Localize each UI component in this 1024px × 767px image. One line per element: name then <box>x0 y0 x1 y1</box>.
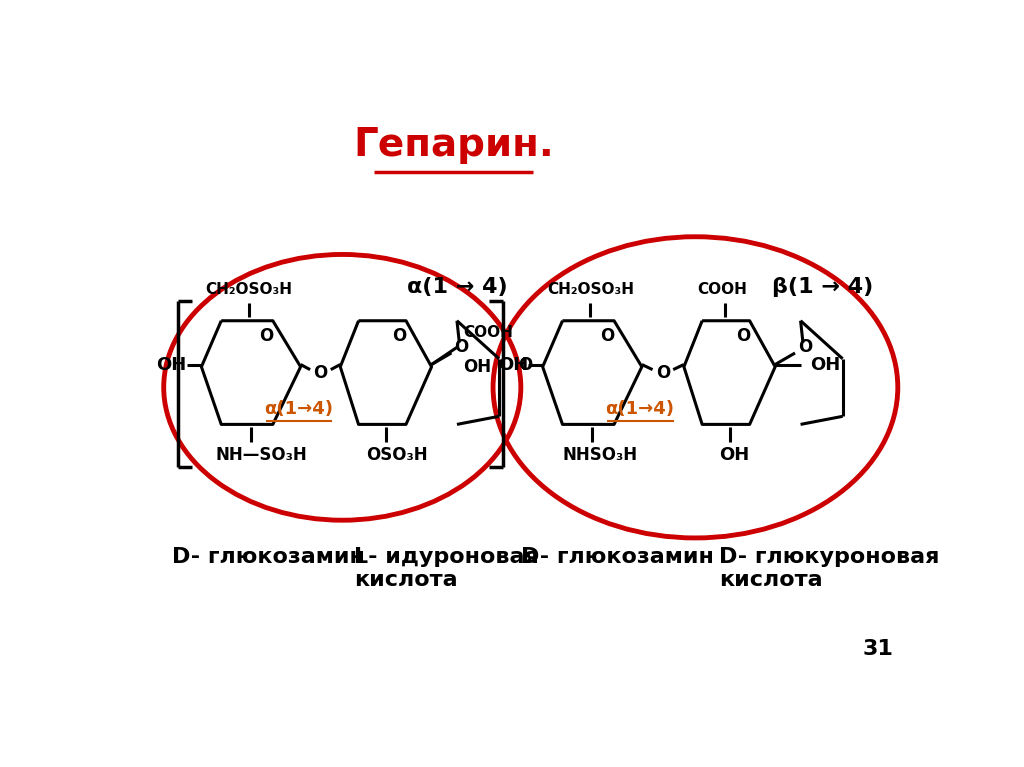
Text: Гепарин.: Гепарин. <box>353 127 554 164</box>
Text: OH: OH <box>464 358 492 376</box>
Text: OH: OH <box>719 446 750 465</box>
Text: COOH: COOH <box>697 282 748 297</box>
Text: O: O <box>600 327 614 344</box>
Text: O: O <box>518 356 531 374</box>
Text: O: O <box>313 364 328 381</box>
Text: COOH: COOH <box>464 324 513 340</box>
Text: NHSO₃H: NHSO₃H <box>562 446 638 465</box>
Text: D- глюкуроновая
кислота: D- глюкуроновая кислота <box>719 547 940 590</box>
Text: α(1 → 4): α(1 → 4) <box>407 277 508 297</box>
Text: 31: 31 <box>863 639 894 659</box>
Text: O: O <box>259 327 273 344</box>
Text: NH—SO₃H: NH—SO₃H <box>215 446 307 465</box>
Text: O: O <box>655 364 670 381</box>
Text: CH₂OSO₃H: CH₂OSO₃H <box>547 282 634 297</box>
Text: D- глюкозамин: D- глюкозамин <box>521 547 714 567</box>
Text: L- идуроновая
кислота: L- идуроновая кислота <box>354 547 539 590</box>
Text: O: O <box>736 327 751 344</box>
Text: OH: OH <box>498 356 528 374</box>
Text: OH: OH <box>810 356 840 374</box>
Text: D- глюкозамин: D- глюкозамин <box>172 547 365 567</box>
Text: O: O <box>392 327 407 344</box>
Text: CH₂OSO₃H: CH₂OSO₃H <box>206 282 293 297</box>
Text: OH: OH <box>157 356 186 374</box>
Text: OSO₃H: OSO₃H <box>366 446 428 465</box>
Text: α(1→4): α(1→4) <box>264 400 333 419</box>
Text: β(1 → 4): β(1 → 4) <box>772 277 873 297</box>
Text: O: O <box>799 338 812 356</box>
Text: O: O <box>455 338 469 356</box>
Text: α(1→4): α(1→4) <box>605 400 675 419</box>
